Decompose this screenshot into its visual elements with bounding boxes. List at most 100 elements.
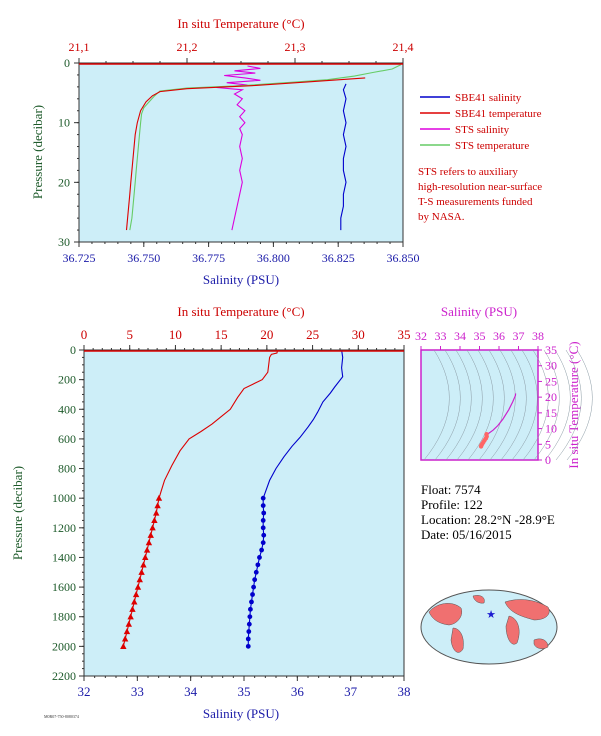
temperature-marker [132,591,140,598]
ts-plot-area [420,349,539,461]
float-id: Float: 7574 [421,482,481,497]
temperature-marker [121,635,129,642]
main-plot-area [83,349,405,677]
salinity-marker [260,540,266,546]
ts-temperature-tick-label: 25 [545,374,557,388]
temperature-marker [154,502,161,509]
pressure-tick-label: 2000 [52,639,76,653]
temperature-tick-label: 0 [81,327,88,342]
pressure-tick-label: 400 [58,402,76,416]
pressure-tick-label: 0 [70,343,76,357]
salinity-marker [245,643,251,649]
temperature-tick-label: 21,3 [285,40,306,54]
temperature-marker [145,539,153,546]
pressure-tick-label: 1800 [52,610,76,624]
ts-salinity-tick-label: 36 [493,329,505,343]
salinity-marker [246,629,252,634]
salinity-marker [260,503,266,508]
main-chart: In situ Temperature (°C) Salinity (PSU) … [10,304,411,721]
pressure-tick-label: 30 [58,235,70,249]
top-chart: In situ Temperature (°C) Salinity (PSU) … [30,16,420,287]
footer-code: M0R07-750-8080374 [44,714,79,719]
salinity-marker [249,599,254,605]
pressure-tick-label: 10 [58,116,70,130]
ts-temperature-tick-label: 20 [545,390,557,404]
salinity-tick-label: 36.775 [192,251,225,265]
main-series-group [84,349,404,649]
temperature-marker [151,517,158,524]
temperature-marker [125,620,132,627]
series-line-sts-temperature [129,64,402,231]
ts-point [478,444,484,449]
main-axis-ticks: 32 33 34 35 36 37 38 0 5 10 15 20 25 30 35 0 200 400 600 80… [52,327,411,699]
main-temperature-axis-title: In situ Temperature (°C) [177,304,304,319]
density-contour [467,349,494,461]
temperature-tick-label: 25 [306,327,319,342]
temperature-marker [153,509,160,516]
temperature-marker [129,605,136,612]
salinity-tick-label: 33 [131,684,144,699]
temperature-tick-label: 21,4 [393,40,414,54]
temperature-tick-label: 21,2 [177,40,198,54]
pressure-tick-label: 1400 [52,550,76,564]
temperature-marker [123,628,131,635]
salinity-tick-label: 36.725 [63,251,96,265]
ts-salinity-tick-label: 34 [454,329,466,343]
pressure-tick-label: 1200 [52,521,76,535]
salinity-tick-label: 36 [291,684,305,699]
salinity-marker [257,555,262,560]
top-salinity-axis-title: Salinity (PSU) [203,272,279,287]
top-temperature-axis-title: In situ Temperature (°C) [177,16,304,31]
salinity-tick-label: 36.850 [387,251,420,265]
density-contour [489,349,516,461]
sts-note-line: by NASA. [418,211,465,223]
salinity-tick-label: 36.750 [127,251,160,265]
date: Date: 05/16/2015 [421,527,512,542]
density-contour [566,349,593,461]
ts-temperature-axis-title: In situ Temperature (°C) [566,341,581,468]
main-salinity-axis-title: Salinity (PSU) [203,706,279,721]
salinity-tick-label: 35 [238,684,251,699]
ts-temperature-tick-label: 10 [545,422,557,436]
series-line-sbe41-salinity [340,83,347,231]
density-contour [511,349,538,461]
temperature-tick-label: 30 [352,327,365,342]
temperature-marker [143,546,151,553]
density-contour [456,349,483,461]
salinity-marker [248,606,253,612]
density-contour [533,349,560,461]
legend-label-sts-salinity: STS salinity [455,124,510,136]
pressure-tick-label: 2200 [52,669,76,683]
sts-note-line: STS refers to auxiliary [418,166,518,178]
location: Location: 28.2°N -28.9°E [421,512,555,527]
ts-temperature-tick-label: 30 [545,359,557,373]
profile-number: Profile: 122 [421,497,483,512]
temperature-marker [155,494,163,501]
temperature-marker [138,568,145,575]
legend: SBE41 salinity SBE41 temperature STS sal… [420,92,542,152]
temperature-tick-label: 5 [126,327,133,342]
temperature-marker [140,561,147,568]
salinity-marker [252,577,258,583]
legend-label-sbe-temperature: SBE41 temperature [455,108,542,120]
ts-salinity-tick-label: 38 [532,329,544,343]
temperature-tick-label: 35 [398,327,411,342]
map-ocean [420,589,558,665]
ts-salinity-tick-label: 37 [513,329,525,343]
density-contour [478,349,505,461]
density-contour [423,349,450,461]
density-contour [445,349,472,461]
sts-note-line: high-resolution near-surface [418,181,542,193]
float-location-marker: ★ [486,609,496,621]
ts-curve [486,393,517,436]
sts-note: STS refers to auxiliary high-resolution … [418,166,542,223]
float-info: Float: 7574 Profile: 122 Location: 28.2°… [421,482,555,542]
series-line-sts-salinity [216,65,261,231]
pressure-tick-label: 800 [58,462,76,476]
ts-salinity-tick-label: 35 [474,329,486,343]
temperature-tick-label: 10 [169,327,182,342]
ts-salinity-tick-label: 32 [415,329,427,343]
top-axis-ticks: 36.725 36.750 36.775 36.800 36.825 36.850 21,1… [58,40,420,265]
ts-salinity-tick-label: 33 [435,329,447,343]
